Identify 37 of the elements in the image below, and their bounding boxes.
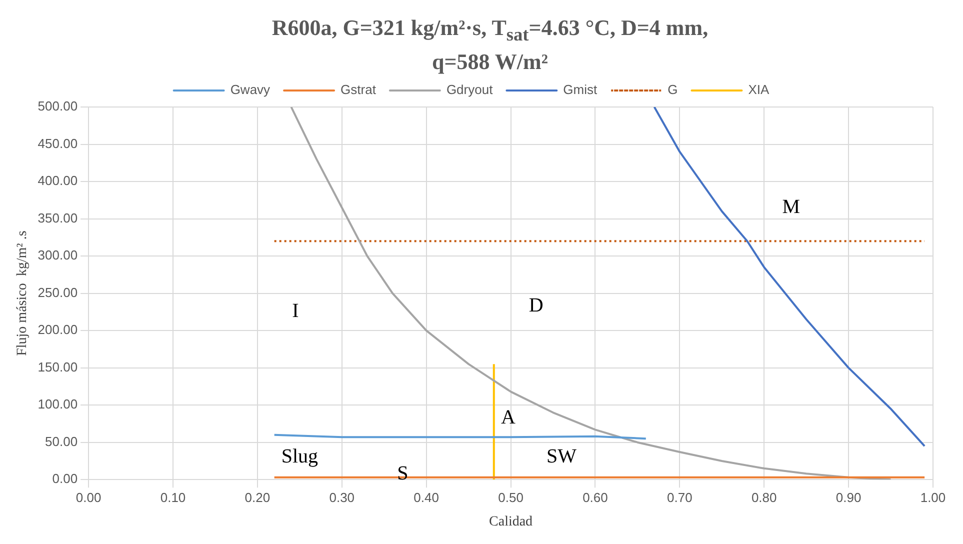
chart-title: R600a, G=321 kg/m²·s, T$_{sat}$=4.63 °C, D=4 mm, q=588 W/m² [270, 14, 710, 76]
legend-label: Gwavy [230, 82, 271, 98]
y-tick-label: 450.00 [38, 136, 78, 151]
y-tick-label: 150.00 [38, 359, 78, 374]
annotation: Slug [281, 445, 318, 468]
x-tick-label: 1.00 [920, 490, 946, 505]
x-tick-label: 0.60 [582, 490, 608, 505]
x-tick-label: 0.80 [751, 490, 777, 505]
legend-label: XIA [748, 82, 770, 98]
y-axis-title: Flujo másico kg/m² .s [15, 230, 30, 356]
legend-label: Gmist [563, 82, 598, 98]
y-tick-label: 500.00 [38, 98, 78, 114]
y-tick-label: 0.00 [52, 471, 78, 486]
legend-label: G [668, 82, 678, 98]
annotation: I [292, 300, 299, 322]
legend-label: Gstrat [340, 82, 376, 98]
y-tick-label: 250.00 [38, 284, 78, 300]
y-tick-label: 100.00 [38, 396, 78, 412]
x-tick-label: 0.40 [414, 490, 439, 505]
x-tick-label: 0.90 [836, 490, 862, 505]
x-axis-title: Calidad [489, 514, 533, 530]
y-tick-label: 350.00 [38, 210, 78, 226]
x-tick-label: 0.00 [76, 490, 102, 505]
y-tick-label: 50.00 [45, 434, 78, 449]
x-tick-label: 0.30 [329, 490, 355, 505]
y-tick-label: 400.00 [38, 173, 78, 188]
annotation: M [782, 196, 800, 218]
legend-label: Gdryout [446, 82, 494, 98]
x-tick-label: 0.70 [667, 490, 692, 505]
annotation: SW [546, 445, 577, 468]
x-tick-label: 0.20 [244, 490, 270, 505]
x-tick-label: 0.10 [160, 490, 186, 505]
y-tick-label: 200.00 [38, 322, 78, 338]
x-tick-label: 0.50 [498, 490, 524, 505]
y-tick-label: 300.00 [38, 248, 78, 263]
annotation: D [528, 294, 544, 317]
annotation: A [501, 406, 516, 428]
